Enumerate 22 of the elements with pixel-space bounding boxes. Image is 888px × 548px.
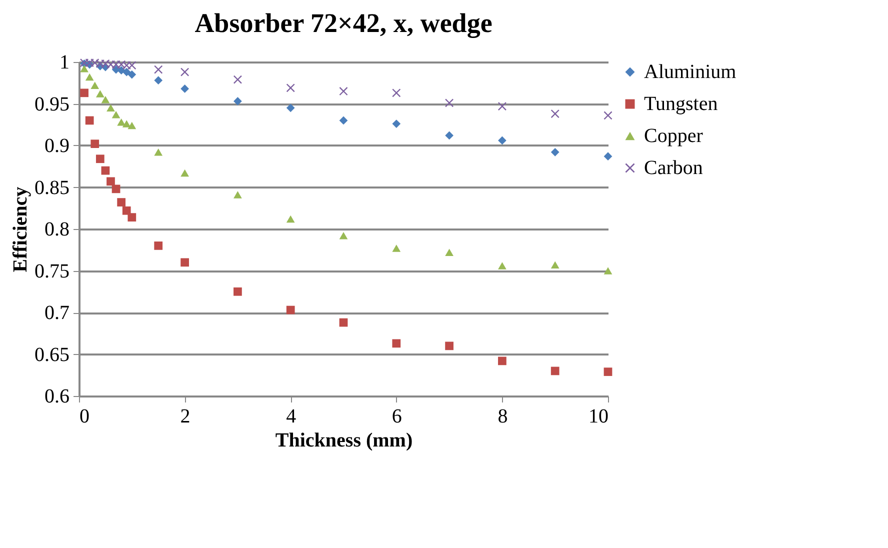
- y-tick-label: 0.6: [44, 386, 70, 408]
- x-axis-title: Thickness (mm): [275, 430, 413, 452]
- y-tick-label: 0.9: [44, 135, 70, 157]
- y-tick-label: 0.75: [34, 260, 70, 282]
- chart-title: Absorber 72×42, x, wedge: [194, 8, 492, 38]
- x-tick-label: 10: [588, 406, 608, 428]
- x-tick-label: 6: [392, 406, 402, 428]
- x-tick-label: 4: [286, 406, 296, 428]
- x-tick-label: 2: [180, 406, 190, 428]
- y-axis-title: Efficiency: [10, 186, 32, 272]
- x-tick-label: 0: [80, 406, 90, 428]
- x-tick-label: 8: [498, 406, 508, 428]
- legend-label: Aluminium: [644, 61, 737, 83]
- y-tick-label: 0.95: [34, 93, 70, 116]
- legend-label: Copper: [644, 125, 704, 147]
- y-tick-label: 0.8: [44, 218, 70, 240]
- legend-label: Tungsten: [644, 93, 718, 115]
- legend-label: Carbon: [644, 157, 703, 179]
- y-tick-label: 0.85: [34, 176, 70, 199]
- y-tick-label: 1: [60, 52, 70, 74]
- y-tick-label: 0.65: [34, 344, 70, 366]
- y-tick-label: 0.7: [44, 302, 70, 324]
